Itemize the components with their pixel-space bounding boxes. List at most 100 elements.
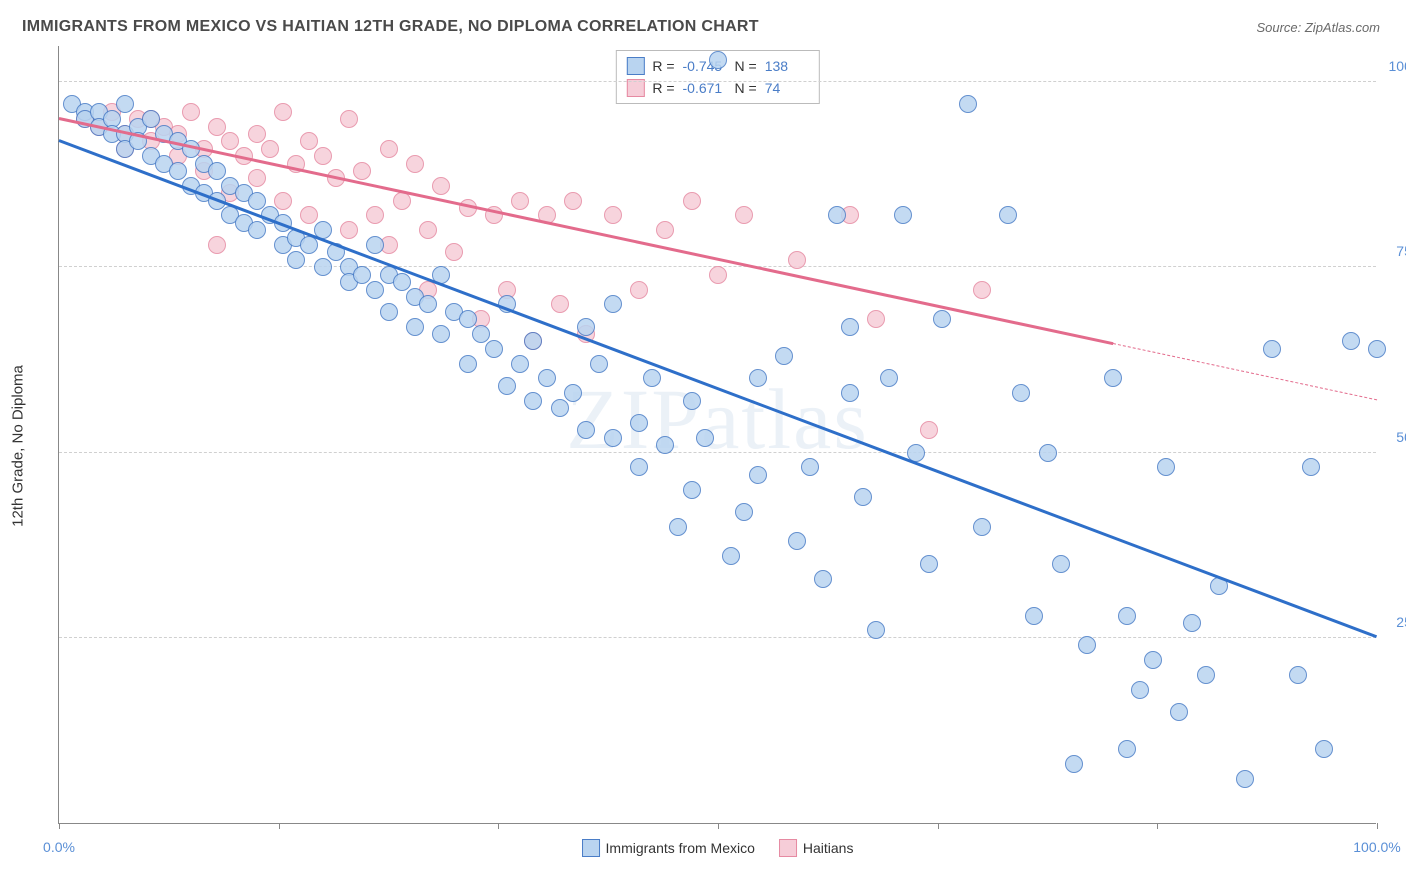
x-tick [279,823,280,829]
scatter-point-haitians [709,266,727,284]
scatter-point-mexico [538,369,556,387]
scatter-point-haitians [630,281,648,299]
scatter-point-haitians [393,192,411,210]
y-tick-label: 25.0% [1381,614,1406,630]
scatter-point-mexico [419,295,437,313]
scatter-point-mexico [1197,666,1215,684]
scatter-point-mexico [801,458,819,476]
trend-line-haitians-dashed [1113,343,1377,400]
scatter-point-haitians [340,221,358,239]
scatter-point-mexico [933,310,951,328]
scatter-point-mexico [1302,458,1320,476]
scatter-point-mexico [894,206,912,224]
scatter-point-mexico [432,325,450,343]
scatter-point-mexico [880,369,898,387]
scatter-point-mexico [1236,770,1254,788]
scatter-point-mexico [788,532,806,550]
y-tick-label: 75.0% [1381,243,1406,259]
scatter-point-mexico [959,95,977,113]
legend-swatch-mexico [626,57,644,75]
scatter-point-mexico [828,206,846,224]
scatter-point-mexico [1118,740,1136,758]
scatter-point-mexico [300,236,318,254]
scatter-point-haitians [300,132,318,150]
scatter-point-mexico [169,162,187,180]
x-tick-label: 0.0% [43,839,75,855]
gridline-horizontal [59,452,1376,453]
scatter-point-mexico [709,51,727,69]
gridline-horizontal [59,637,1376,638]
scatter-point-mexico [485,340,503,358]
scatter-point-haitians [406,155,424,173]
scatter-point-mexico [841,318,859,336]
scatter-point-haitians [920,421,938,439]
scatter-point-mexico [920,555,938,573]
scatter-point-mexico [472,325,490,343]
scatter-point-mexico [208,162,226,180]
scatter-point-haitians [314,147,332,165]
chart-source: Source: ZipAtlas.com [1256,20,1380,35]
x-tick [1157,823,1158,829]
scatter-point-haitians [604,206,622,224]
scatter-point-haitians [551,295,569,313]
scatter-point-mexico [749,369,767,387]
scatter-point-mexico [511,355,529,373]
scatter-point-haitians [380,140,398,158]
scatter-point-mexico [630,458,648,476]
scatter-point-mexico [854,488,872,506]
scatter-point-mexico [1170,703,1188,721]
legend-item-mexico: Immigrants from Mexico [582,839,755,857]
scatter-point-mexico [1144,651,1162,669]
scatter-point-haitians [274,192,292,210]
scatter-point-haitians [366,206,384,224]
scatter-point-mexico [248,192,266,210]
scatter-point-mexico [1368,340,1386,358]
scatter-point-mexico [1012,384,1030,402]
scatter-point-mexico [1118,607,1136,625]
x-tick [718,823,719,829]
scatter-point-mexico [775,347,793,365]
scatter-point-haitians [683,192,701,210]
scatter-point-haitians [182,103,200,121]
scatter-point-mexico [749,466,767,484]
legend-swatch-mexico [582,839,600,857]
scatter-point-mexico [1052,555,1070,573]
x-tick [938,823,939,829]
legend-n-value-mexico: 138 [765,55,809,77]
scatter-point-mexico [1065,755,1083,773]
scatter-point-mexico [590,355,608,373]
scatter-point-mexico [1342,332,1360,350]
scatter-point-mexico [604,429,622,447]
scatter-point-haitians [788,251,806,269]
scatter-point-mexico [577,421,595,439]
scatter-point-mexico [393,273,411,291]
plot-area: ZIPatlas R = -0.745 N = 138 R = -0.671 N… [58,46,1376,824]
scatter-point-haitians [208,118,226,136]
legend-n-label: N = [735,55,757,77]
x-tick [1377,823,1378,829]
legend-swatch-haitians [779,839,797,857]
scatter-point-mexico [1157,458,1175,476]
scatter-point-mexico [314,258,332,276]
y-axis-label: 12th Grade, No Diploma [10,365,27,527]
scatter-point-mexico [1315,740,1333,758]
correlation-chart: IMMIGRANTS FROM MEXICO VS HAITIAN 12TH G… [0,0,1406,892]
scatter-point-mexico [287,251,305,269]
watermark: ZIPatlas [566,369,869,469]
scatter-point-mexico [353,266,371,284]
scatter-point-mexico [380,303,398,321]
scatter-point-mexico [669,518,687,536]
scatter-point-haitians [208,236,226,254]
scatter-point-haitians [248,125,266,143]
scatter-point-haitians [221,132,239,150]
scatter-point-mexico [643,369,661,387]
scatter-point-haitians [973,281,991,299]
scatter-point-haitians [353,162,371,180]
scatter-point-mexico [1183,614,1201,632]
legend-r-label: R = [652,55,674,77]
scatter-point-mexico [459,355,477,373]
scatter-point-mexico [551,399,569,417]
scatter-point-haitians [511,192,529,210]
scatter-point-mexico [630,414,648,432]
gridline-horizontal [59,81,1376,82]
